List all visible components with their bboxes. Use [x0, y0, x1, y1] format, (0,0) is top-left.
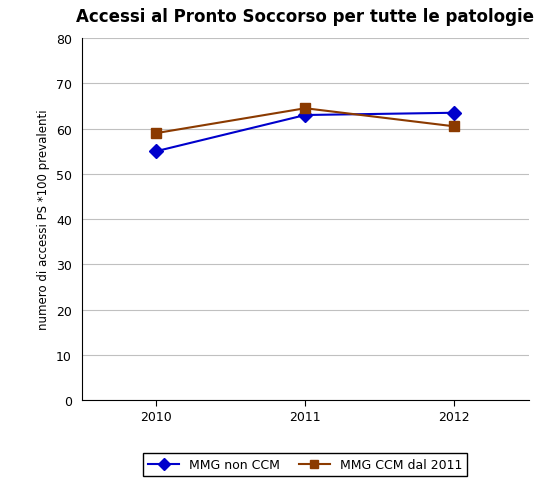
Line: MMG CCM dal 2011: MMG CCM dal 2011	[152, 104, 459, 139]
MMG non CCM	[451, 111, 457, 117]
Title: Accessi al Pronto Soccorso per tutte le patologie: Accessi al Pronto Soccorso per tutte le …	[76, 8, 534, 26]
Legend: MMG non CCM, MMG CCM dal 2011: MMG non CCM, MMG CCM dal 2011	[143, 453, 468, 476]
MMG non CCM	[153, 149, 160, 155]
Y-axis label: numero di accessi PS *100 prevalenti: numero di accessi PS *100 prevalenti	[38, 109, 51, 330]
MMG CCM dal 2011	[302, 106, 308, 112]
Line: MMG non CCM: MMG non CCM	[152, 109, 459, 157]
MMG non CCM	[302, 113, 308, 119]
MMG CCM dal 2011	[153, 131, 160, 137]
MMG CCM dal 2011	[451, 124, 457, 130]
